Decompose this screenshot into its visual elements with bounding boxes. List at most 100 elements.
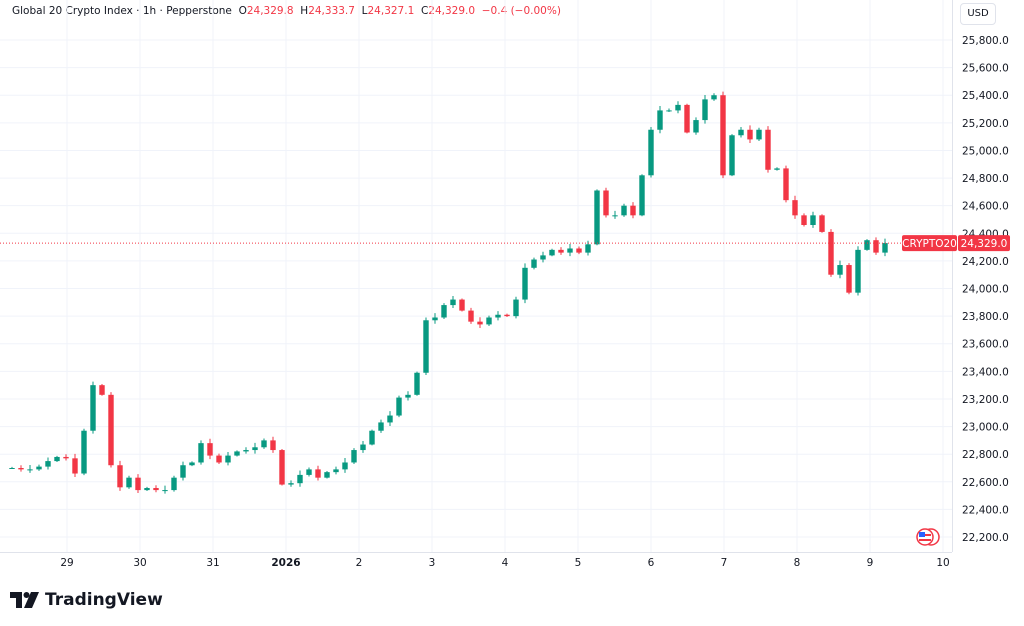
candle-body <box>594 190 600 245</box>
candle-body <box>414 372 420 395</box>
y-tick-label: 25,600.0 <box>962 63 1009 75</box>
candle-body <box>72 458 78 474</box>
candle-body <box>630 205 636 216</box>
candle-body <box>495 314 501 318</box>
candle-body <box>108 394 114 466</box>
brand-name: TradingView <box>45 590 163 610</box>
low-value: 24,327.1 <box>367 5 415 17</box>
price-chart[interactable]: 22,200.0 22,400.0 22,600.0 22,800.0 23,000.0… <box>0 0 1024 580</box>
last-price-value: 24,329.0 <box>961 238 1008 250</box>
candle-body <box>135 477 141 491</box>
candle-body <box>270 440 276 451</box>
candle-body <box>693 120 699 133</box>
tradingview-logo[interactable]: TradingView <box>10 590 163 610</box>
candle-body <box>468 310 474 322</box>
candle-body <box>450 299 456 306</box>
candle-body <box>27 469 33 471</box>
candle-body <box>792 200 798 216</box>
candle-body <box>738 129 744 136</box>
price-axis[interactable]: 22,200.0 22,400.0 22,600.0 22,800.0 23,000.0… <box>962 35 1009 544</box>
candle-body <box>531 259 537 268</box>
candle-body <box>522 267 528 300</box>
candle-body <box>297 474 303 484</box>
candle-body <box>360 444 366 451</box>
candle-body <box>171 477 177 491</box>
candle-body <box>855 249 861 293</box>
candle-body <box>810 215 816 226</box>
candle-body <box>333 469 339 473</box>
candle-body <box>513 299 519 317</box>
candle-body <box>369 430 375 445</box>
y-tick-label: 22,800.0 <box>962 449 1009 461</box>
candle-body <box>324 472 330 478</box>
candle-body <box>648 129 654 176</box>
x-tick-label: 2 <box>356 557 363 569</box>
candle-body <box>441 305 447 318</box>
y-tick-label: 25,000.0 <box>962 145 1009 157</box>
candle-body <box>351 450 357 463</box>
candle-body <box>765 129 771 170</box>
x-tick-label: 2026 <box>271 557 300 569</box>
y-tick-label: 23,800.0 <box>962 311 1009 323</box>
candle-body <box>873 240 879 253</box>
candle-body <box>315 469 321 478</box>
candle-body <box>684 104 690 133</box>
y-tick-label: 23,400.0 <box>962 366 1009 378</box>
candle-body <box>837 265 843 275</box>
time-axis[interactable]: 29 30 31 2026 2 3 4 5 6 7 8 9 10 <box>60 557 949 569</box>
candle-body <box>9 467 15 469</box>
candle-body <box>252 447 258 451</box>
y-tick-label: 23,200.0 <box>962 394 1009 406</box>
candle-body <box>81 430 87 474</box>
candle-body <box>774 168 780 170</box>
candle-body <box>846 265 852 293</box>
candle-body <box>819 215 825 232</box>
candle-body <box>612 215 618 217</box>
candle-body <box>234 451 240 456</box>
candle-body <box>378 422 384 431</box>
x-tick-label: 29 <box>60 557 73 569</box>
ticker-label: CRYPTO20 <box>902 238 957 250</box>
x-tick-label: 5 <box>575 557 582 569</box>
candle-body <box>549 249 555 256</box>
symbol-legend: Global 20 Crypto Index · 1h · Pepperston… <box>12 5 561 17</box>
candle-body <box>783 168 789 201</box>
candle-body <box>207 443 213 456</box>
y-tick-label: 22,400.0 <box>962 504 1009 516</box>
y-tick-label: 25,800.0 <box>962 35 1009 47</box>
x-tick-label: 8 <box>794 557 801 569</box>
candle-body <box>585 244 591 253</box>
y-tick-label: 25,200.0 <box>962 118 1009 130</box>
x-tick-label: 7 <box>721 557 728 569</box>
y-tick-label: 24,200.0 <box>962 256 1009 268</box>
last-price-label: CRYPTO20 24,329.0 <box>902 235 1010 252</box>
low-label: L <box>361 5 368 17</box>
candle-body <box>396 397 402 416</box>
candle-body <box>729 135 735 176</box>
data-source: Pepperstone <box>166 5 232 17</box>
candle-body <box>306 469 312 475</box>
currency-button[interactable]: USD <box>960 3 996 25</box>
y-tick-label: 22,600.0 <box>962 477 1009 489</box>
candle-body <box>180 465 186 478</box>
y-tick-label: 24,800.0 <box>962 173 1009 185</box>
x-tick-label: 10 <box>936 557 949 569</box>
x-tick-label: 31 <box>206 557 219 569</box>
us-flag-icon[interactable] <box>916 528 940 546</box>
candle-body <box>657 110 663 130</box>
candle-body <box>756 129 762 140</box>
candle-body <box>405 394 411 398</box>
candle-body <box>126 477 132 488</box>
x-tick-label: 30 <box>133 557 146 569</box>
candle-body <box>477 321 483 325</box>
candle-body <box>459 299 465 311</box>
candle-body <box>153 488 159 491</box>
candle-body <box>162 490 168 492</box>
candle-body <box>432 317 438 321</box>
candle-body <box>225 455 231 463</box>
candle-body <box>540 255 546 260</box>
candle-body <box>504 314 510 317</box>
interval[interactable]: 1h <box>142 5 157 17</box>
candles <box>9 91 888 494</box>
candle-body <box>801 215 807 226</box>
